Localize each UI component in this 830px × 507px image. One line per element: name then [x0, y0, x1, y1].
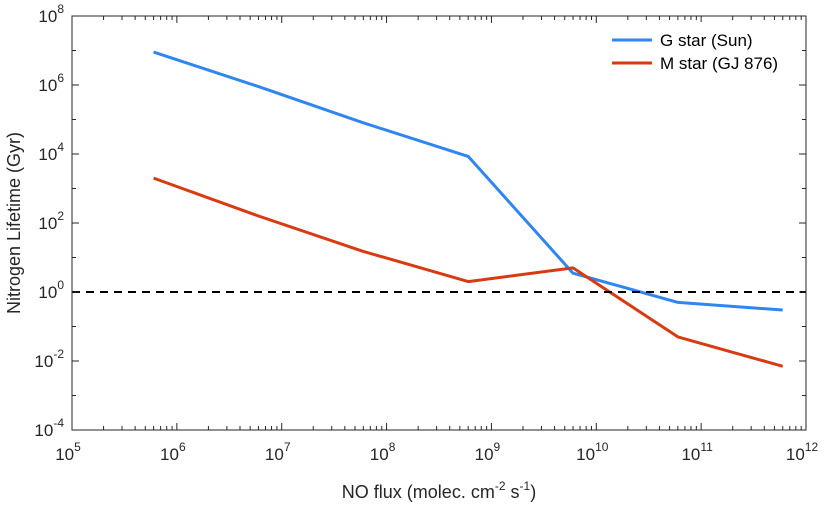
- x-tick-label-7: 107: [265, 440, 291, 464]
- y-tick-label-0: 100: [38, 278, 64, 302]
- y-tick-label-6: 106: [38, 71, 64, 95]
- x-tick-label-11: 1011: [681, 440, 713, 464]
- y-axis-label: Nitrogen Lifetime (Gyr): [4, 132, 24, 314]
- legend-label-g-star: G star (Sun): [660, 31, 753, 50]
- ticks-layer: 105 106 107 108 109 1010 1011 1012 10-4 10-2 100 10…: [34, 2, 818, 464]
- x-tick-label-8: 108: [370, 440, 396, 464]
- y-tick-label-8: 108: [38, 2, 64, 26]
- x-tick-label-6: 106: [160, 440, 186, 464]
- x-tick-label-12: 1012: [786, 440, 819, 464]
- legend-label-m-star: M star (GJ 876): [660, 54, 778, 73]
- y-tick-label-2: 102: [38, 209, 64, 233]
- y-tick-label-4: 104: [38, 140, 64, 164]
- legend-box: [604, 22, 800, 80]
- legend: G star (Sun) M star (GJ 876): [604, 22, 800, 80]
- y-tick-label--4: 10-4: [34, 416, 64, 440]
- x-tick-label-5: 105: [55, 440, 81, 464]
- series-layer: [153, 50, 784, 368]
- plot-area: [72, 16, 806, 430]
- x-tick-label-10: 1010: [576, 440, 609, 464]
- x-axis-label: NO flux (molec. cm-2 s-1): [342, 479, 536, 502]
- x-tick-label-9: 109: [475, 440, 501, 464]
- y-tick-label--2: 10-2: [34, 347, 64, 371]
